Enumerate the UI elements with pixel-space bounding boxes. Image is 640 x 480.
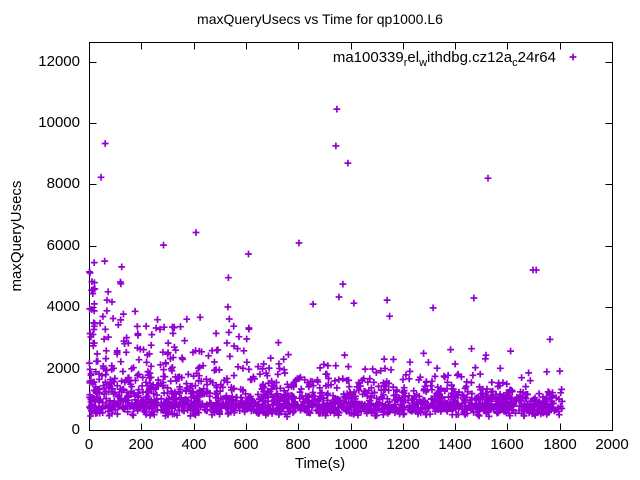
y-tick-label: 12000 (38, 53, 80, 70)
x-tick-label: 800 (285, 436, 311, 453)
x-tick-label: 1800 (543, 436, 577, 453)
x-axis-label: Time(s) (294, 455, 346, 472)
y-tick-label: 10000 (38, 114, 80, 131)
x-tick-label: 1600 (490, 436, 524, 453)
legend-marker-plus-icon (569, 53, 577, 61)
x-tick-label: 200 (128, 436, 154, 453)
axis-ticks (89, 42, 613, 431)
legend-name-segment: 24r64 (517, 49, 556, 66)
legend-name-segment: el (407, 49, 420, 66)
y-tick-label: 0 (71, 421, 80, 438)
legend-series-name: ma100339relwithdbg.cz12ac24r64 (332, 49, 556, 69)
x-tick-label: 2000 (595, 436, 629, 453)
legend-entry: ma100339relwithdbg.cz12ac24r64 (332, 49, 556, 69)
legend-name-segment: w (419, 57, 428, 69)
y-tick-label: 4000 (46, 298, 80, 315)
legend-name-segment: r (403, 57, 408, 69)
x-tick-label: 1000 (334, 436, 368, 453)
data-points-plus-markers (86, 105, 566, 420)
x-tick-label: 1400 (438, 436, 472, 453)
x-tick-label: 0 (84, 436, 94, 453)
y-tick-label: 6000 (46, 237, 80, 254)
y-tick-label: 2000 (46, 360, 80, 377)
x-tick-label: 1200 (386, 436, 420, 453)
x-tick-label: 600 (233, 436, 259, 453)
legend-name-segment: ithdbg.cz12a (427, 49, 513, 66)
legend-name-segment: c (512, 57, 518, 69)
legend-name-segment: ma100339 (332, 49, 404, 66)
plot-border (89, 42, 613, 431)
x-tick-label: 400 (181, 436, 207, 453)
y-tick-label: 8000 (46, 175, 80, 192)
chart-title: maxQueryUsecs vs Time for qp1000.L6 (197, 11, 443, 27)
